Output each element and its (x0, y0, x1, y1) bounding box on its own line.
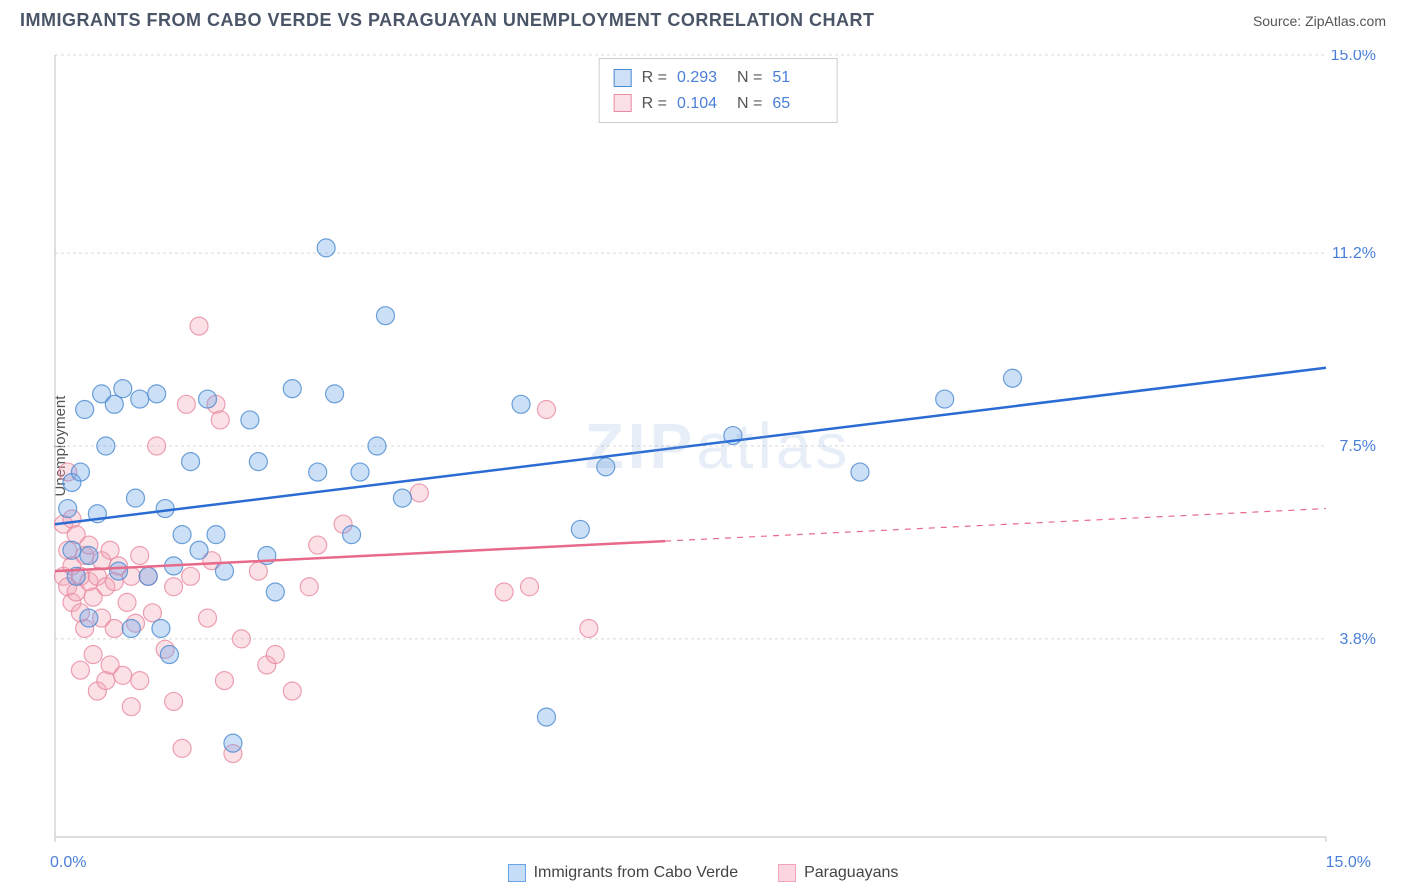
legend-swatch (614, 69, 632, 87)
stat-label: R = (642, 65, 667, 91)
scatter-plot-svg: 3.8% 7.5% 11.2% 15.0% (50, 50, 1386, 842)
stat-label: N = (737, 91, 762, 117)
chart-container: IMMIGRANTS FROM CABO VERDE VS PARAGUAYAN… (0, 0, 1406, 892)
series-legend: Immigrants from Cabo Verde Paraguayans (0, 864, 1406, 882)
legend-swatch (614, 94, 632, 112)
correlation-row: R = 0.104 N = 65 (614, 91, 823, 117)
legend-item: Immigrants from Cabo Verde (508, 864, 739, 882)
n-value: 65 (772, 91, 822, 117)
source-attribution: Source: ZipAtlas.com (1253, 13, 1386, 29)
n-value: 51 (772, 65, 822, 91)
legend-label: Immigrants from Cabo Verde (534, 864, 739, 882)
correlation-legend: R = 0.293 N = 51 R = 0.104 N = 65 (599, 58, 838, 123)
r-value: 0.293 (677, 65, 727, 91)
legend-swatch (778, 864, 796, 882)
r-value: 0.104 (677, 91, 727, 117)
svg-text:11.2%: 11.2% (1332, 245, 1376, 262)
legend-item: Paraguayans (778, 864, 898, 882)
correlation-row: R = 0.293 N = 51 (614, 65, 823, 91)
header: IMMIGRANTS FROM CABO VERDE VS PARAGUAYAN… (0, 0, 1406, 31)
chart-plot-area: 3.8% 7.5% 11.2% 15.0% R = 0.293 N = 51 R = 0.104… (50, 50, 1386, 842)
svg-text:7.5%: 7.5% (1340, 438, 1376, 455)
legend-label: Paraguayans (804, 864, 898, 882)
stat-label: N = (737, 65, 762, 91)
chart-title: IMMIGRANTS FROM CABO VERDE VS PARAGUAYAN… (20, 10, 875, 31)
svg-text:15.0%: 15.0% (1331, 50, 1376, 64)
svg-text:3.8%: 3.8% (1340, 631, 1376, 648)
stat-label: R = (642, 91, 667, 117)
legend-swatch (508, 864, 526, 882)
